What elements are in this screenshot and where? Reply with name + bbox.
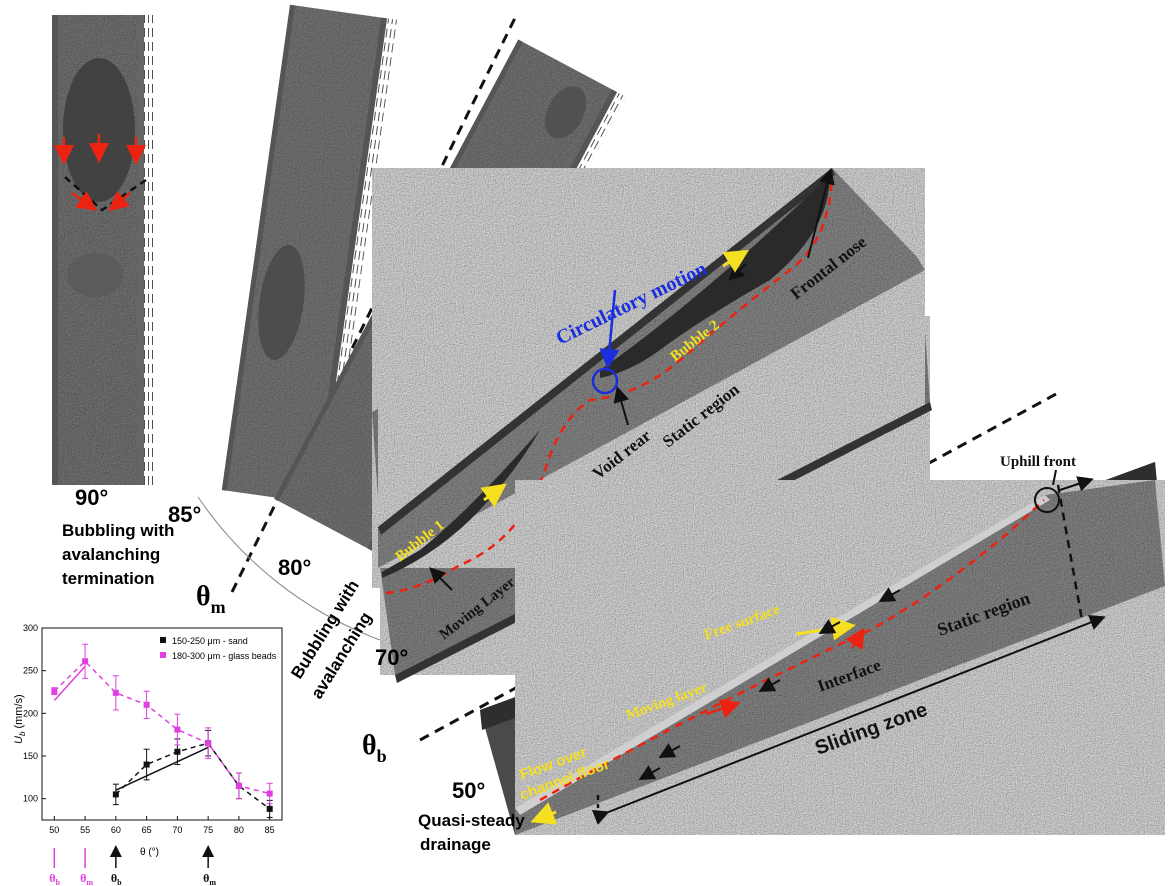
- x-tick-label-50: 50: [49, 825, 59, 835]
- x-tick-label-60: 60: [111, 825, 121, 835]
- x-tick-label-75: 75: [203, 825, 213, 835]
- y-tick-label-100: 100: [23, 794, 38, 804]
- interface-70: [385, 174, 834, 595]
- data-point-0-0: [112, 791, 119, 798]
- photo-85: [221, 4, 388, 504]
- bubble-85: [258, 244, 305, 360]
- caption-90-line3: termination: [62, 569, 155, 588]
- data-point-1-2: [112, 689, 119, 696]
- theta-marker-label-0: θb: [49, 871, 60, 886]
- series-line-1: [53, 660, 270, 795]
- bubble-90: [63, 58, 135, 202]
- sliding-zone-arrow: [591, 614, 1106, 825]
- x-tick-label-80: 80: [234, 825, 244, 835]
- theta-marker-label-3: θm: [203, 871, 216, 886]
- panel-50: [480, 462, 1165, 835]
- angle-label-80: 80°: [278, 555, 311, 580]
- series-line-0: [115, 742, 271, 810]
- theta-marker-label-1: θm: [80, 871, 93, 886]
- fit-line-0: [53, 665, 86, 702]
- angle-label-50: 50°: [452, 778, 485, 803]
- y-tick-label-300: 300: [23, 623, 38, 633]
- panel-70: [372, 168, 932, 683]
- bubble-80: [376, 258, 469, 403]
- caption-50-line1: Quasi-steady: [418, 811, 525, 830]
- panel-90: 90° Bubbling with avalanching terminatio…: [52, 15, 174, 588]
- angle-label-70: 70°: [375, 645, 408, 670]
- x-tick-label-85: 85: [265, 825, 275, 835]
- chart-xlabel: θ (°): [140, 847, 159, 858]
- bubble-2: [600, 175, 830, 378]
- x-tick-label-55: 55: [80, 825, 90, 835]
- data-point-1-0: [51, 688, 58, 695]
- angle-label-85: 85°: [168, 502, 201, 527]
- data-point-1-6: [235, 782, 242, 789]
- caption-50-line2: drainage: [420, 835, 491, 854]
- angle-label-90: 90°: [75, 485, 108, 510]
- fit-line-1: [115, 746, 209, 791]
- caption-90-line1: Bubbling with: [62, 521, 174, 540]
- bubble-1: [382, 430, 540, 578]
- x-tick-label-65: 65: [142, 825, 152, 835]
- data-point-0-5: [266, 805, 273, 812]
- y-tick-label-200: 200: [23, 708, 38, 718]
- data-point-0-1: [143, 761, 150, 768]
- data-point-1-5: [205, 740, 212, 747]
- legend-glass-label: 180-300 μm - glass beads: [172, 651, 277, 661]
- caption-90-line2: avalanching: [62, 545, 160, 564]
- data-point-1-4: [174, 726, 181, 733]
- x-tick-label-70: 70: [172, 825, 182, 835]
- y-tick-label-250: 250: [23, 666, 38, 676]
- theta-b-label: θb: [362, 730, 387, 766]
- data-point-1-1: [82, 658, 89, 665]
- panel-85: [221, 4, 397, 506]
- data-point-0-2: [174, 748, 181, 755]
- chart-ylabel: Ub (mm/s): [13, 694, 27, 744]
- legend-sand-swatch: [160, 637, 166, 643]
- y-tick-label-150: 150: [23, 751, 38, 761]
- inset-chart: 100 150 200 250 300 50 55 60 65 70 75 80 85 150-250 …: [13, 623, 283, 858]
- chart-legend: 150-250 μm - sand 180-300 μm - glass bea…: [160, 636, 277, 661]
- theta-marker-label-2: θb: [111, 871, 122, 886]
- legend-glass-swatch: [160, 652, 166, 658]
- angle-arc: [197, 496, 381, 641]
- legend-sand-label: 150-250 μm - sand: [172, 636, 248, 646]
- uphill-front-label: Uphill front: [1000, 454, 1076, 470]
- data-point-1-3: [143, 701, 150, 708]
- data-point-1-7: [266, 790, 273, 797]
- theta-m-label: θm: [196, 581, 226, 617]
- ruler-90: [144, 15, 153, 485]
- theta-b-line: [419, 392, 1057, 742]
